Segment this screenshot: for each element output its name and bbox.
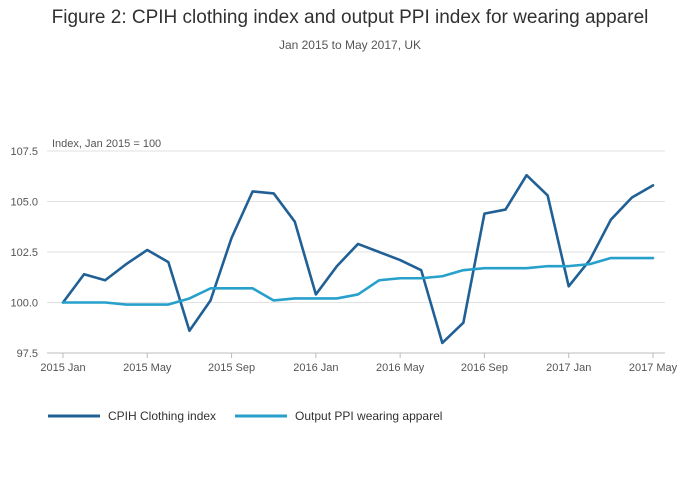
legend-label: CPIH Clothing index <box>108 409 216 423</box>
series-lines <box>61 173 655 345</box>
y-tick-label: 97.5 <box>17 348 38 360</box>
chart-subtitle: Jan 2015 to May 2017, UK <box>278 38 422 52</box>
y-tick-label: 105.0 <box>10 197 38 209</box>
x-tick-label: 2017 Jan <box>546 362 591 374</box>
x-tick-label: 2015 Sep <box>208 362 255 374</box>
x-tick-label: 2015 May <box>123 362 172 374</box>
legend-label: Output PPI wearing apparel <box>295 409 442 423</box>
series-line-2 <box>61 256 655 306</box>
y-tick-label: 100.0 <box>10 298 38 310</box>
x-tick-label: 2016 Sep <box>461 362 508 374</box>
gridlines <box>47 150 665 354</box>
y-axis-label: Index, Jan 2015 = 100 <box>52 138 161 150</box>
x-axis: 2015 Jan 2015 May 2015 Sep 2016 Jan 2016 May… <box>40 352 678 374</box>
chart-title: Figure 2: CPIH clothing index and output… <box>51 7 649 28</box>
legend: CPIH Clothing index Output PPI wearing ap… <box>48 409 442 423</box>
x-tick-label: 2016 May <box>376 362 425 374</box>
x-tick-label: 2017 May <box>629 362 678 374</box>
y-axis-ticks: 97.5 100.0 102.5 105.0 107.5 <box>10 146 38 360</box>
y-tick-label: 107.5 <box>10 146 38 158</box>
x-tick-label: 2015 Jan <box>40 362 85 374</box>
series-line-1 <box>61 173 655 345</box>
y-tick-label: 102.5 <box>10 247 38 259</box>
x-tick-label: 2016 Jan <box>293 362 338 374</box>
